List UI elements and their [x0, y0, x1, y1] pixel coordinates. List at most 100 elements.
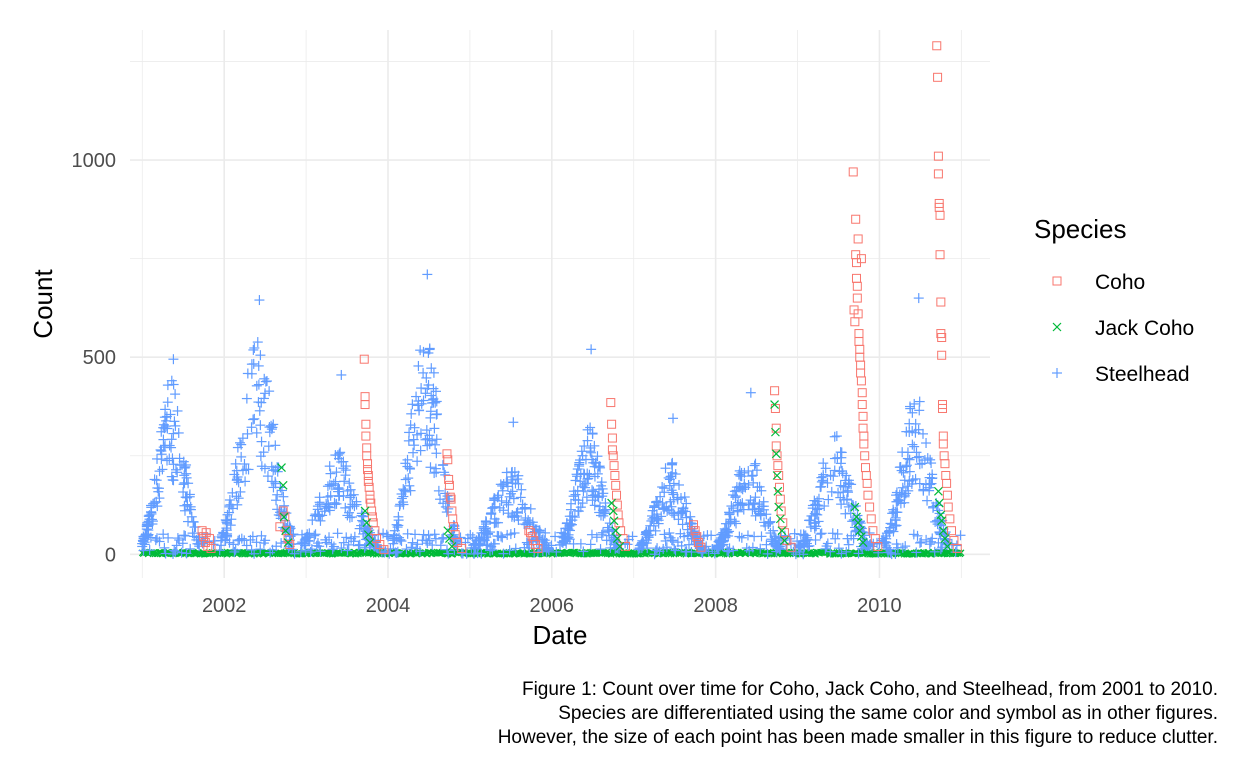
steelhead-point [751, 465, 762, 476]
steelhead-point [324, 461, 335, 472]
steelhead-point [736, 532, 747, 543]
steelhead-point [248, 344, 259, 355]
coho-point [850, 317, 860, 327]
steelhead-point [843, 539, 854, 550]
legend-title: Species [1034, 214, 1127, 244]
steelhead-point [344, 512, 355, 523]
steelhead-point [325, 468, 336, 479]
coho-point [856, 368, 866, 378]
coho-point [865, 502, 875, 512]
coho-point [859, 431, 869, 441]
steelhead-point [181, 468, 192, 479]
legend-label: Steelhead [1095, 363, 1190, 386]
steelhead-point [918, 428, 929, 439]
coho-point [943, 502, 953, 512]
steelhead-point [240, 476, 251, 487]
steelhead-point [428, 367, 439, 378]
y-axis-title: Count [28, 269, 58, 339]
steelhead-point [237, 433, 248, 444]
steelhead-point [1052, 368, 1062, 378]
coho-point [359, 354, 369, 364]
steelhead-point [256, 436, 267, 447]
steelhead-point [413, 360, 424, 371]
coho-point [612, 490, 622, 500]
coho-point [938, 431, 948, 441]
coho-point [771, 441, 781, 451]
steelhead-point [829, 431, 840, 442]
coho-point [863, 490, 873, 500]
steelhead-point [336, 369, 347, 380]
steelhead-point [833, 487, 844, 498]
coho-point [775, 494, 785, 504]
coho-point [852, 281, 862, 291]
x-axis-title: Date [533, 620, 588, 650]
steelhead-point [429, 529, 440, 540]
steelhead-point [734, 531, 745, 542]
steelhead-point [230, 458, 241, 469]
steelhead-point [349, 501, 360, 512]
coho-point [851, 273, 861, 283]
steelhead-point [404, 463, 415, 474]
steelhead-point [158, 434, 169, 445]
steelhead-point [585, 539, 596, 550]
steelhead-point [179, 530, 190, 541]
coho-point [936, 297, 946, 307]
coho-point [607, 419, 617, 429]
y-tick-label: 1000 [72, 150, 117, 172]
steelhead-point [828, 471, 839, 482]
steelhead-point [254, 295, 265, 306]
steelhead-point [440, 469, 451, 480]
caption-line-2: Species are differentiated using the sam… [558, 703, 1218, 724]
legend-item: Steelhead [1052, 363, 1190, 386]
caption-line-1: Figure 1: Count over time for Coho, Jack… [521, 679, 1218, 700]
steelhead-point [168, 354, 179, 365]
legend-item: Coho [1052, 271, 1145, 294]
coho-point [935, 210, 945, 220]
steelhead-point [248, 414, 259, 425]
steelhead-point [487, 503, 498, 514]
coho-point [361, 431, 371, 441]
coho-point [852, 293, 862, 303]
steelhead-point [254, 405, 265, 416]
steelhead-point [622, 539, 633, 550]
steelhead-point [422, 440, 433, 451]
coho-point [360, 392, 370, 402]
coho-point [363, 459, 373, 469]
steelhead-point [270, 440, 281, 451]
steelhead-point [745, 387, 756, 398]
steelhead-point [403, 473, 414, 484]
coho-point [848, 167, 858, 177]
coho-point [933, 151, 943, 161]
steelhead-point [403, 435, 414, 446]
steelhead-point [674, 479, 685, 490]
coho-point [610, 470, 620, 480]
x-tick-label: 2004 [366, 595, 411, 617]
steelhead-point [405, 485, 416, 496]
coho-point [606, 398, 616, 408]
coho-point [859, 439, 869, 449]
steelhead-point [829, 453, 840, 464]
coho-point [942, 490, 952, 500]
steelhead-point [586, 529, 597, 540]
coho-point [861, 463, 871, 473]
coho-point [858, 423, 868, 433]
steelhead-point [160, 404, 171, 415]
steelhead-point [666, 485, 677, 496]
steelhead-point [256, 397, 267, 408]
steelhead-point [356, 510, 367, 521]
steelhead-point [251, 380, 262, 391]
steelhead-point [907, 439, 918, 450]
steelhead-point [410, 529, 421, 540]
steelhead-point [435, 540, 446, 551]
coho-point [932, 41, 942, 51]
steelhead-point [731, 518, 742, 529]
steelhead-point [415, 445, 426, 456]
coho-point [607, 433, 617, 443]
steelhead-point [742, 530, 753, 541]
steelhead-point [831, 431, 842, 442]
coho-point [774, 470, 784, 480]
y-tick-label: 500 [83, 347, 116, 369]
coho-point [856, 360, 866, 370]
steelhead-point [332, 528, 343, 539]
steelhead-point [516, 484, 527, 495]
